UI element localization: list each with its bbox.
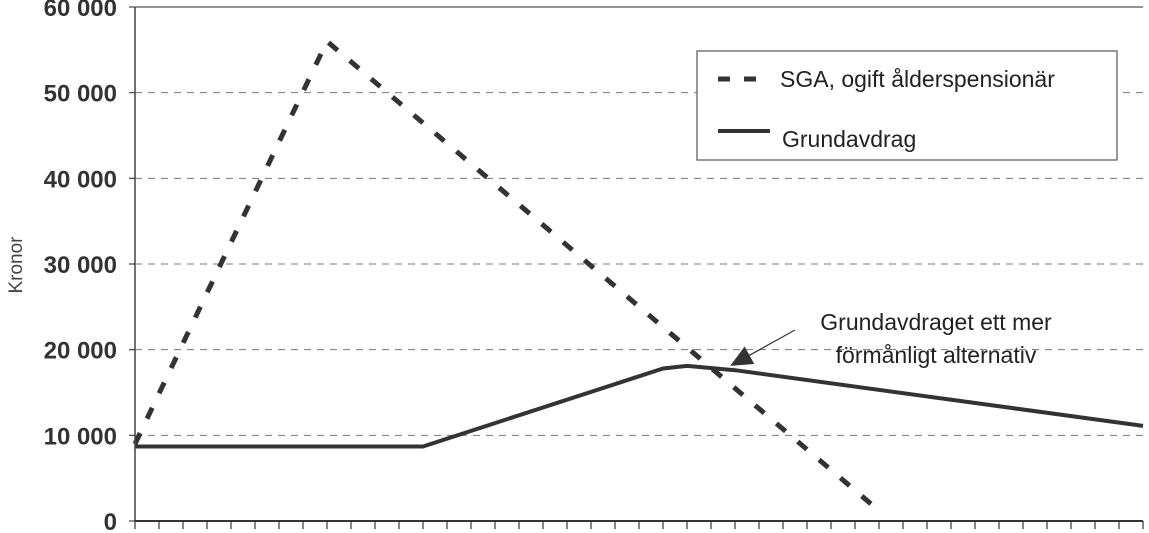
legend-box [696, 50, 1118, 161]
series-line-0 [132, 38, 881, 513]
annotation-arrowhead [730, 346, 755, 366]
annotation-line-2: förmånligt alternativ [836, 342, 1037, 368]
y-tick-label-5: 50 000 [44, 81, 117, 108]
y-tick-label-2: 20 000 [44, 338, 117, 365]
legend-label-grundavdrag: Grundavdrag [782, 126, 916, 152]
annotation: Grundavdraget ett mer förmånligt alterna… [730, 309, 1052, 368]
annotation-arrow-line [749, 329, 796, 356]
y-tick-label-3: 30 000 [44, 252, 117, 279]
annotation-line-1: Grundavdraget ett mer [820, 309, 1052, 335]
legend-label-sga: SGA, ogift ålderspensionär [780, 66, 1055, 92]
legend: SGA, ogift ålderspensionär Grundavdrag [696, 50, 1118, 161]
series-lines [132, 38, 1144, 513]
y-tick-label-0: 0 [104, 509, 117, 533]
y-tick-label-1: 10 000 [44, 423, 117, 450]
y-axis-label: Kronor [6, 236, 27, 294]
series-line-1 [135, 363, 1144, 449]
axes [129, 6, 1144, 529]
y-tick-label-6: 60 000 [44, 0, 117, 22]
y-tick-label-4: 40 000 [44, 166, 117, 193]
y-tick-labels: 0 10 000 20 000 30 000 40 000 50 000 60 000 [44, 0, 117, 533]
